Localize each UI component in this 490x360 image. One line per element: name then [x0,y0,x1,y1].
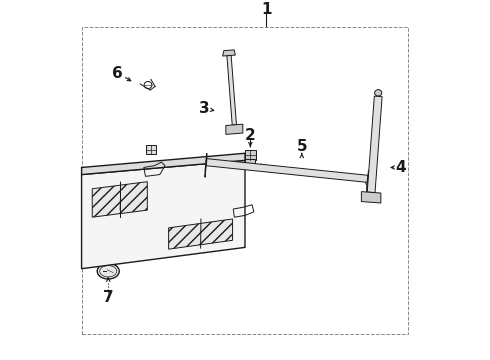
Text: 1: 1 [261,2,271,17]
Text: 3: 3 [199,102,209,116]
Polygon shape [222,50,235,56]
Polygon shape [81,160,245,269]
Polygon shape [362,192,381,203]
Bar [146,145,156,154]
Polygon shape [367,96,382,193]
Polygon shape [169,219,233,249]
Text: 5: 5 [296,139,307,154]
Ellipse shape [123,217,150,235]
Ellipse shape [258,164,264,169]
Text: 6: 6 [112,66,122,81]
Polygon shape [206,159,368,183]
Bar [245,159,255,165]
Ellipse shape [375,90,382,96]
Ellipse shape [97,264,119,279]
Polygon shape [367,170,368,198]
Polygon shape [226,124,243,134]
Text: 7: 7 [103,290,114,305]
Text: 4: 4 [395,160,406,175]
Polygon shape [81,153,245,175]
Polygon shape [205,153,207,177]
Polygon shape [227,55,237,125]
Text: 2: 2 [245,128,256,143]
Bar [245,150,256,159]
Polygon shape [92,182,147,217]
